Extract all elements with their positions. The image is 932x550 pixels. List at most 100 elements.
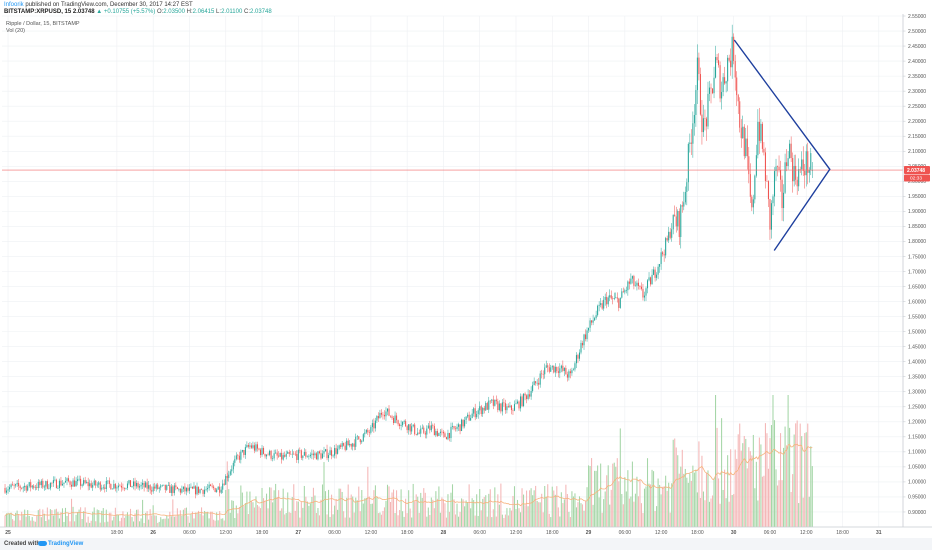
price-tick-label: 1.40000 — [908, 359, 926, 365]
volume-bar — [247, 514, 249, 527]
volume-bar — [250, 501, 252, 527]
candle-body — [588, 327, 590, 331]
candle-body — [264, 453, 266, 457]
candle-body — [654, 269, 656, 278]
candle-body — [343, 443, 345, 446]
candle-body — [234, 459, 236, 463]
volume-bar — [597, 465, 599, 527]
candle-body — [721, 92, 723, 99]
candle-body — [435, 431, 437, 436]
volume-bar — [334, 505, 336, 527]
volume-bar — [512, 495, 514, 527]
candle-body — [592, 320, 594, 323]
volume-bar — [613, 462, 615, 527]
candle-body — [448, 432, 451, 439]
author-name[interactable]: Infoorik — [4, 2, 24, 8]
volume-bar — [89, 522, 91, 527]
candle-body — [324, 449, 327, 452]
candle-body — [98, 482, 100, 485]
candle-body — [601, 303, 603, 309]
candle-body — [684, 191, 686, 203]
candle-body — [332, 455, 334, 457]
volume-bar — [332, 514, 334, 527]
candle-body — [101, 487, 103, 490]
volume-bar — [702, 491, 704, 527]
volume-bar — [389, 501, 392, 527]
candle-body — [503, 402, 505, 404]
candle-body — [645, 288, 647, 296]
candle-body — [624, 290, 626, 293]
volume-bar — [758, 437, 760, 527]
candle-body — [600, 303, 602, 305]
price-tick-label: 1.65000 — [908, 284, 926, 290]
volume-bar — [529, 490, 531, 527]
candle-body — [10, 484, 12, 488]
volume-bar — [458, 516, 460, 527]
candle-body — [6, 490, 8, 493]
candle-body — [775, 166, 777, 172]
volume-bar — [409, 508, 411, 527]
volume-bar — [562, 503, 564, 527]
volume-bar — [513, 486, 516, 527]
candle-body — [302, 455, 304, 458]
candle-body — [269, 450, 271, 455]
candle-body — [551, 365, 553, 368]
volume-bar — [379, 512, 381, 527]
volume-indicator-label[interactable]: Vol (20) — [6, 28, 25, 34]
candle-body — [751, 196, 753, 208]
tradingview-logo[interactable]: TradingView — [48, 541, 84, 547]
volume-bar — [114, 507, 116, 527]
volume-bar — [448, 511, 451, 527]
candle-body — [48, 488, 50, 489]
candle-body — [309, 454, 311, 457]
candle-body — [604, 296, 606, 300]
volume-bar — [648, 483, 650, 527]
candle-body — [471, 413, 473, 419]
candle-body — [388, 408, 390, 416]
volume-bar — [713, 478, 715, 527]
candle-body — [653, 269, 655, 275]
candle-body — [237, 455, 239, 456]
volume-bar — [244, 503, 246, 527]
volume-bar — [140, 518, 142, 527]
volume-bar — [49, 509, 51, 527]
volume-bar — [51, 510, 53, 527]
candle-body — [232, 462, 234, 470]
time-tick-label: 18:00 — [111, 530, 124, 536]
volume-bar — [272, 502, 274, 527]
volume-bar — [190, 513, 192, 527]
volume-bar — [438, 486, 440, 527]
volume-bar — [216, 512, 218, 527]
candle-body — [214, 488, 216, 492]
volume-bar — [518, 508, 520, 527]
time-tick-label: 18:00 — [256, 530, 269, 536]
volume-bar — [598, 497, 600, 527]
volume-bar — [748, 447, 750, 527]
volume-bar — [476, 494, 478, 527]
candle-body — [686, 182, 688, 192]
volume-bar — [467, 502, 469, 527]
volume-bar — [315, 512, 317, 527]
candle-body — [25, 485, 27, 491]
volume-bar — [116, 514, 118, 527]
volume-bar — [188, 522, 190, 527]
price-tick-label: 1.05000 — [908, 465, 926, 471]
publish-info: published on TradingView.com, December 3… — [25, 2, 193, 8]
volume-bar — [698, 441, 700, 527]
candle-body — [380, 412, 382, 415]
candle-body — [411, 426, 413, 432]
volume-bar — [482, 498, 484, 527]
candle-body — [538, 382, 540, 385]
candle-body — [510, 405, 512, 411]
volume-bar — [173, 516, 175, 527]
volume-bar — [450, 492, 452, 527]
candle-body — [241, 450, 243, 452]
price-chart[interactable]: 2.55000 2.50000 2.45000 2.40000 2.35000 2.300… — [0, 0, 932, 538]
volume-bar — [249, 491, 251, 527]
price-tick-label: 1.80000 — [908, 239, 926, 245]
candle-body — [67, 478, 70, 482]
volume-bar — [699, 497, 701, 527]
volume-bar — [807, 423, 809, 527]
candle-body — [745, 138, 747, 157]
candle-body — [427, 425, 429, 429]
